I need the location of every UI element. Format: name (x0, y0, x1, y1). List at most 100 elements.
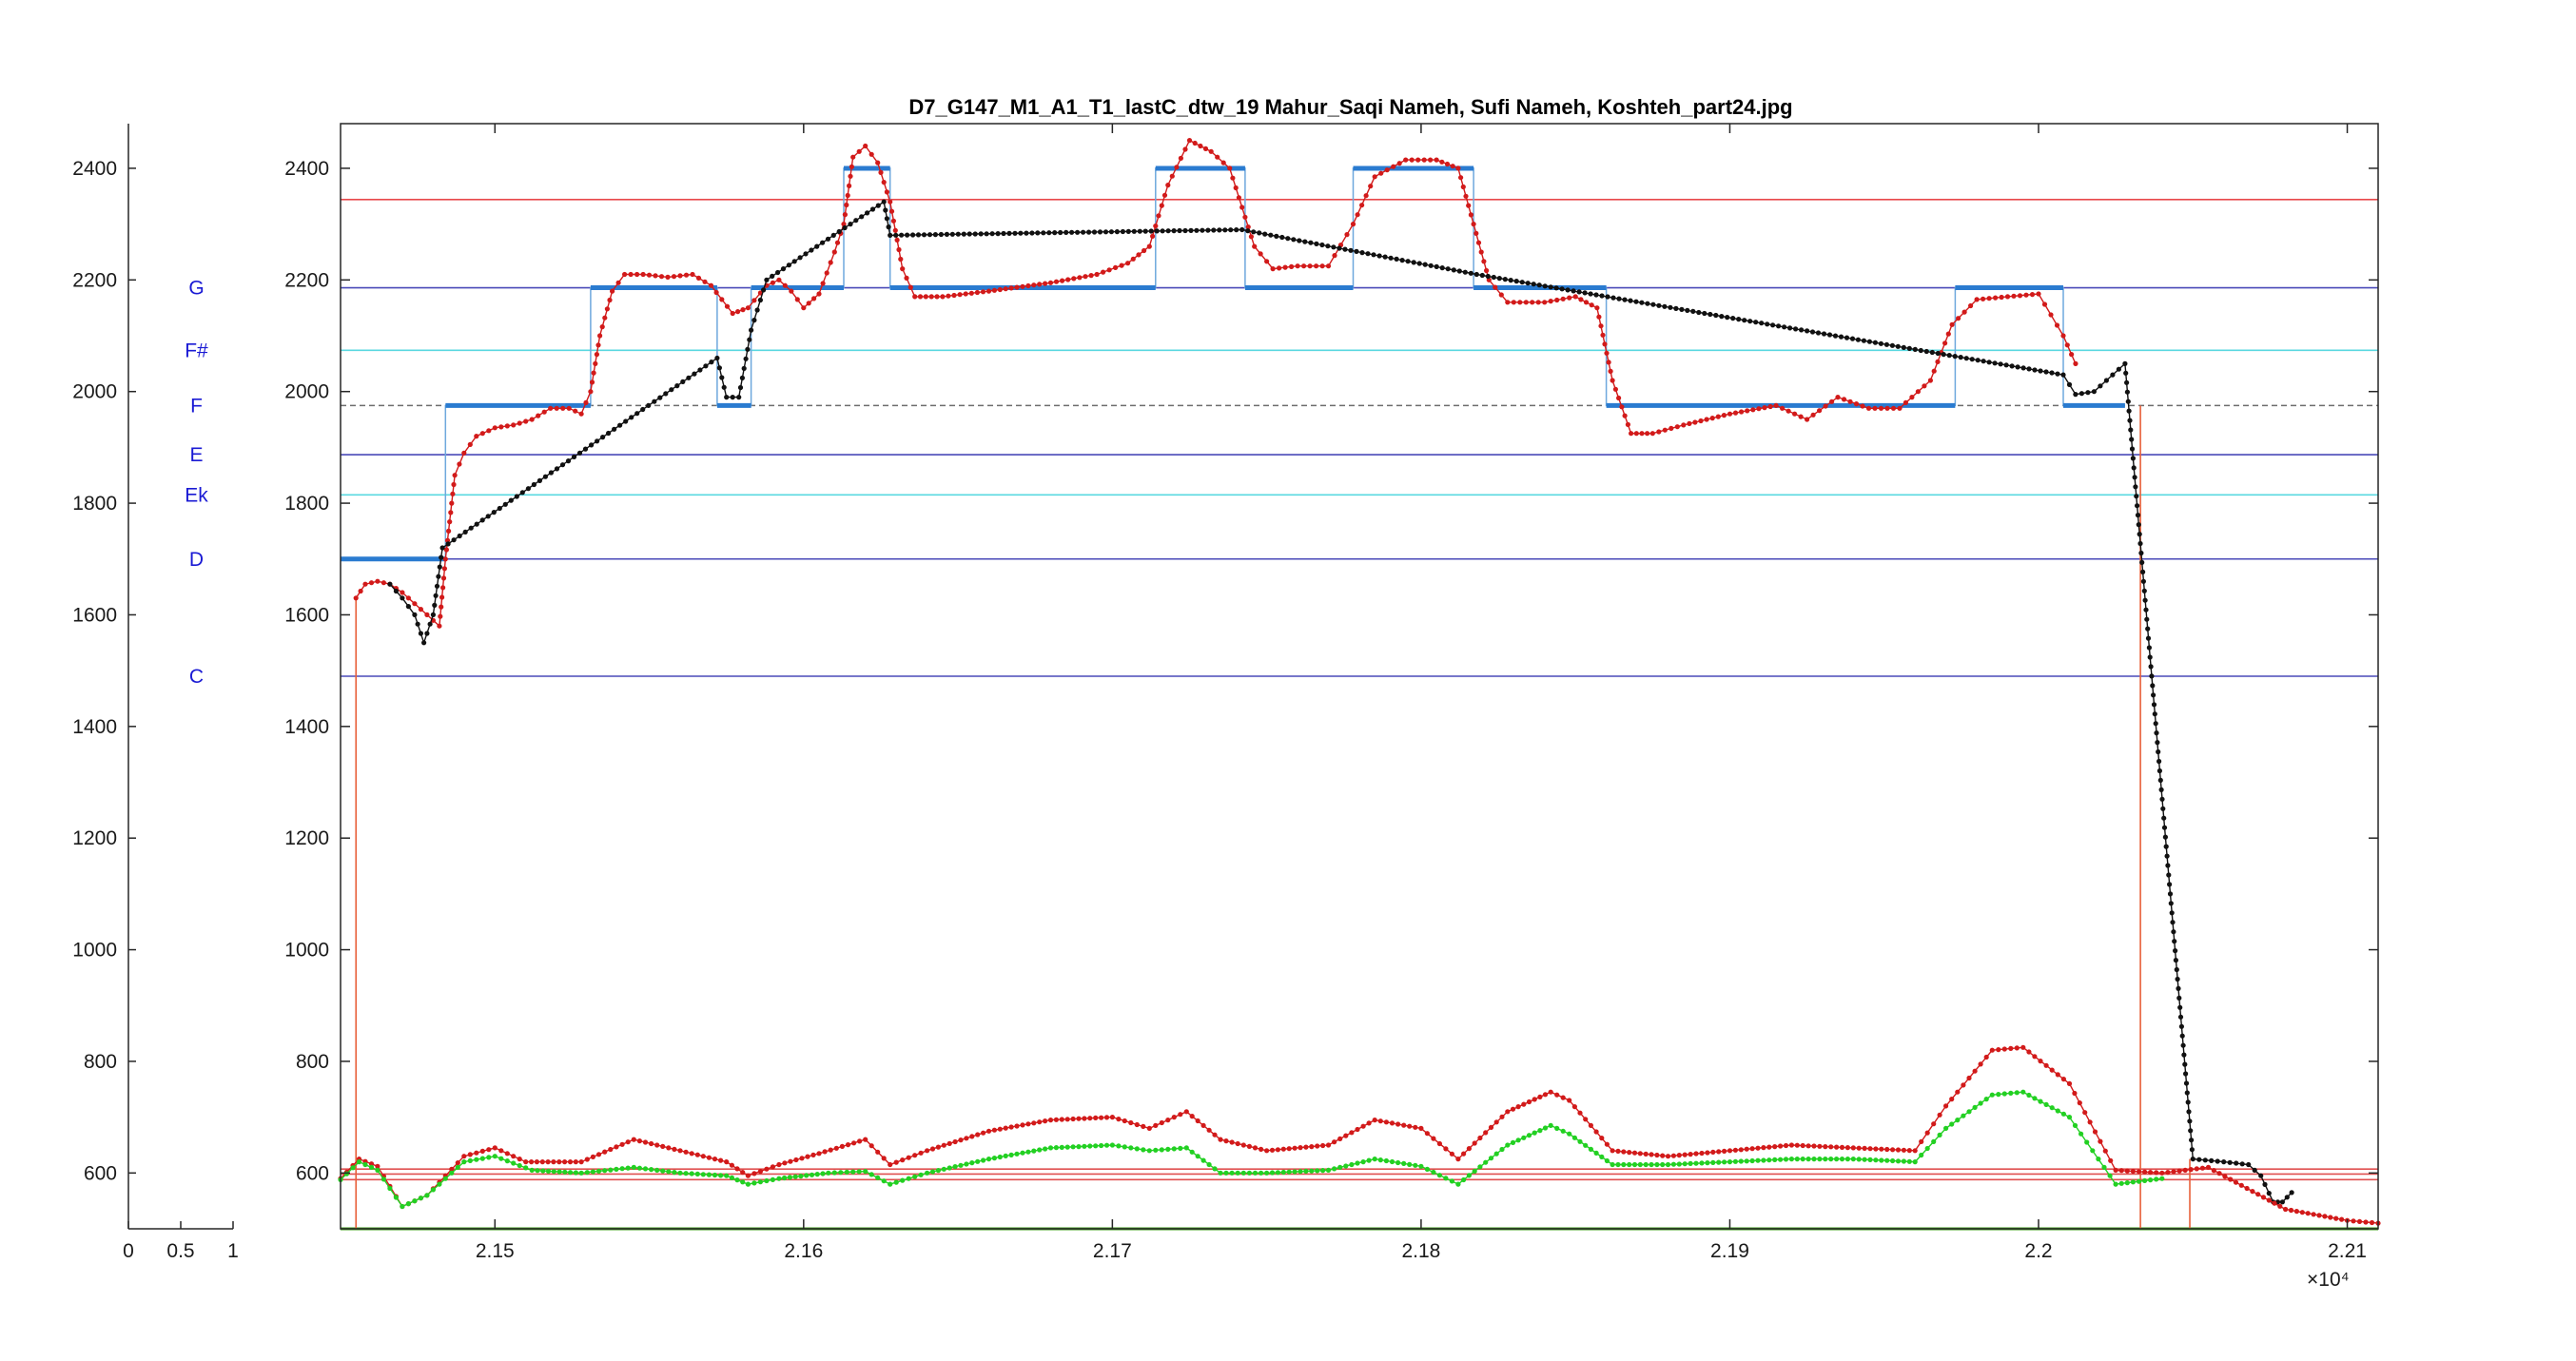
series-3-point-266 (1873, 1146, 1879, 1152)
series-1-point-304 (1786, 408, 1791, 414)
series-1-point-317 (1865, 405, 1872, 411)
series-4-point-53 (654, 1167, 660, 1173)
series-4-point-75 (782, 1175, 788, 1181)
series-4-point-124 (1064, 1144, 1070, 1150)
series-3-point-76 (788, 1158, 793, 1164)
series-2-point-60 (686, 375, 692, 380)
x-exponent-label: ×10⁴ (2307, 1269, 2350, 1291)
series-2-point-388 (2174, 966, 2179, 973)
series-2-point-113 (915, 232, 922, 238)
series-2-point-328 (2125, 399, 2131, 404)
series-4-point-159 (1269, 1170, 1276, 1176)
series-2-point-196 (1388, 255, 1394, 261)
series-1-point-229 (1434, 157, 1439, 163)
series-2-point-100 (859, 214, 865, 220)
note-label-3: E (189, 444, 203, 466)
series-2-point-12 (433, 593, 439, 598)
series-1-point-150 (1020, 283, 1025, 289)
series-4-point-273 (1912, 1159, 1918, 1165)
series-2-point-104 (881, 199, 887, 204)
series-4-point-188 (1436, 1173, 1442, 1178)
series-1-point-3 (368, 580, 375, 586)
series-1-point-53 (588, 389, 594, 395)
series-2-point-266 (1787, 325, 1793, 331)
series-2-point-83 (764, 277, 770, 282)
series-4-point-213 (1577, 1138, 1583, 1144)
series-1-point-291 (1709, 416, 1715, 421)
series-3-point-259 (1834, 1144, 1840, 1150)
series-1-point-281 (1649, 431, 1655, 437)
series-1-point-164 (1101, 269, 1106, 275)
series-3-point-346 (2328, 1215, 2333, 1220)
series-1-point-43 (529, 417, 535, 422)
series-2-point-224 (1548, 284, 1553, 290)
series-2-point-291 (1929, 349, 1935, 356)
series-2-point-419 (2258, 1173, 2264, 1178)
series-4-point-54 (660, 1168, 666, 1174)
series-4-point-226 (1649, 1161, 1654, 1168)
series-2-point-413 (2221, 1159, 2227, 1165)
notes-y-tick-label-4: 1400 (72, 716, 117, 738)
series-4-point-234 (1693, 1160, 1699, 1166)
series-4-point-246 (1761, 1157, 1766, 1163)
series-4-point-282 (1966, 1109, 1972, 1115)
series-3-point-278 (1943, 1103, 1949, 1109)
series-2-point-68 (721, 384, 727, 390)
series-3-point-222 (1627, 1150, 1632, 1156)
series-2-point-106 (884, 216, 890, 222)
series-1-point-340 (1993, 295, 1999, 301)
series-3-point-45 (608, 1146, 614, 1153)
series-2-point-218 (1513, 279, 1519, 284)
series-1-point-234 (1458, 175, 1464, 181)
series-2-point-233 (1599, 293, 1605, 299)
series-3-point-78 (799, 1156, 805, 1161)
series-1-point-354 (2073, 360, 2078, 366)
series-1-point-260 (1578, 297, 1584, 302)
y-tick-label-8: 2200 (284, 269, 329, 291)
series-1-point-83 (724, 303, 731, 309)
series-4-point-158 (1264, 1170, 1270, 1176)
series-2-point-375 (2163, 844, 2169, 849)
series-3-point-242 (1738, 1147, 1744, 1153)
series-3-point-214 (1583, 1117, 1589, 1122)
series-4-point-89 (863, 1169, 868, 1175)
series-3-point-268 (1884, 1146, 1890, 1153)
series-2-point-270 (1809, 329, 1816, 335)
series-3-point-162 (1286, 1146, 1292, 1152)
series-2-point-147 (1108, 229, 1114, 235)
series-4-point-239 (1722, 1159, 1727, 1165)
series-2-point-29 (508, 497, 514, 503)
series-4-point-52 (649, 1167, 654, 1173)
series-4-point-243 (1744, 1158, 1749, 1164)
series-3-point-85 (839, 1143, 846, 1149)
series-2-point-133 (1029, 230, 1035, 236)
series-3-point-19 (455, 1160, 460, 1166)
series-2-point-420 (2262, 1181, 2268, 1187)
series-2-point-96 (836, 228, 842, 235)
series-4-point-183 (1407, 1161, 1413, 1167)
series-1-point-34 (474, 434, 479, 439)
series-2-point-366 (2156, 758, 2162, 765)
series-3-point-37 (562, 1159, 568, 1165)
series-4-point-312 (2142, 1177, 2148, 1183)
series-2-point-129 (1006, 230, 1012, 236)
series-3-point-315 (2154, 1170, 2159, 1176)
series-1-point-48 (560, 405, 566, 411)
series-4-point-198 (1493, 1151, 1499, 1157)
series-4-point-2 (350, 1165, 356, 1171)
series-2-point-152 (1137, 228, 1142, 234)
series-1-point-78 (695, 275, 702, 281)
series-4-point-217 (1599, 1154, 1605, 1159)
series-4-point-78 (798, 1174, 804, 1179)
series-3-point-291 (2020, 1044, 2026, 1050)
series-1-point-155 (1047, 280, 1054, 285)
series-2-point-239 (1633, 299, 1639, 304)
series-1-point-233 (1455, 165, 1461, 171)
series-3-point-52 (649, 1140, 654, 1147)
series-3-point-235 (1699, 1150, 1705, 1157)
series-1-point-283 (1662, 427, 1668, 433)
series-2-point-348 (2141, 588, 2147, 593)
series-3-point-29 (517, 1157, 522, 1162)
series-1-point-263 (1594, 305, 1600, 311)
series-3-point-253 (1800, 1142, 1805, 1149)
